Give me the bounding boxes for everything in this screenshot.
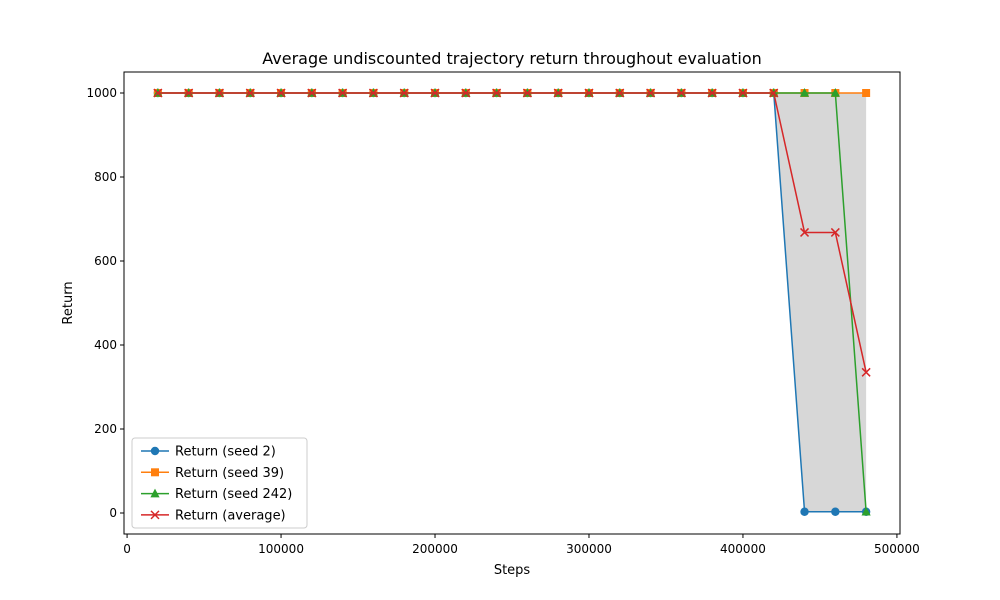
legend-item: Return (average) — [141, 508, 286, 523]
legend-item: Return (seed 39) — [141, 466, 284, 481]
data-point — [646, 88, 656, 98]
data-point — [861, 506, 871, 516]
data-point — [553, 88, 563, 98]
x-tick-label: 200000 — [412, 542, 458, 556]
data-point — [184, 88, 194, 98]
min-max-band — [157, 93, 867, 512]
data-point — [584, 88, 594, 98]
legend-label: Return (average) — [175, 508, 286, 523]
legend-label: Return (seed 242) — [175, 487, 292, 502]
y-tick-label: 200 — [94, 422, 117, 436]
data-point — [615, 88, 625, 98]
data-point — [799, 88, 810, 97]
legend-box — [131, 437, 308, 529]
y-tick-label: 800 — [94, 170, 117, 184]
series-line — [157, 92, 867, 373]
data-point — [800, 507, 809, 516]
data-point — [276, 88, 286, 98]
x-axis: 0 100000 200000 300000 400000 500000 — [123, 534, 920, 556]
data-point — [800, 227, 810, 237]
y-tick-label: 600 — [94, 254, 117, 268]
x-tick-label: 500000 — [874, 542, 920, 556]
y-axis-title: Return — [61, 281, 76, 324]
y-tick-label: 0 — [109, 506, 117, 520]
legend: Return (seed 2) Return (seed 39) Return (s… — [131, 437, 308, 529]
y-tick-label: 400 — [94, 338, 117, 352]
data-point — [769, 88, 779, 98]
data-point — [830, 227, 840, 237]
legend-marker — [150, 446, 160, 456]
x-tick-label: 300000 — [566, 542, 612, 556]
data-point — [245, 88, 255, 98]
legend-label: Return (seed 39) — [175, 466, 284, 481]
series-4 — [153, 88, 871, 377]
chart-title: Average undiscounted trajectory return t… — [262, 49, 762, 68]
data-point — [522, 88, 532, 98]
data-point — [738, 88, 748, 98]
data-point — [368, 88, 378, 98]
band-area — [157, 93, 867, 512]
data-point — [338, 88, 348, 98]
legend-marker — [150, 510, 160, 520]
data-point — [676, 88, 686, 98]
data-point — [399, 88, 409, 98]
data-point — [830, 88, 840, 97]
legend-item: Return (seed 242) — [141, 487, 292, 502]
legend-marker — [151, 468, 159, 477]
data-point — [153, 88, 163, 98]
series-layer — [153, 88, 871, 516]
x-tick-label: 0 — [123, 542, 131, 556]
x-tick-label: 100000 — [258, 542, 304, 556]
data-point — [492, 88, 502, 98]
legend-item: Return (seed 2) — [141, 445, 276, 460]
data-point — [214, 88, 224, 98]
data-point — [461, 88, 471, 98]
data-point — [707, 88, 717, 98]
y-tick-label: 1000 — [86, 86, 117, 100]
legend-label: Return (seed 2) — [175, 445, 276, 460]
plot-frame — [123, 71, 901, 535]
data-point — [861, 367, 871, 377]
y-axis: 0 200 400 600 800 1000 — [86, 86, 124, 520]
legend-marker — [150, 488, 160, 498]
data-point — [862, 89, 871, 97]
data-point — [430, 88, 440, 98]
x-axis-title: Steps — [494, 563, 531, 578]
data-point — [831, 507, 840, 516]
x-tick-label: 400000 — [720, 542, 766, 556]
data-point — [307, 88, 317, 98]
